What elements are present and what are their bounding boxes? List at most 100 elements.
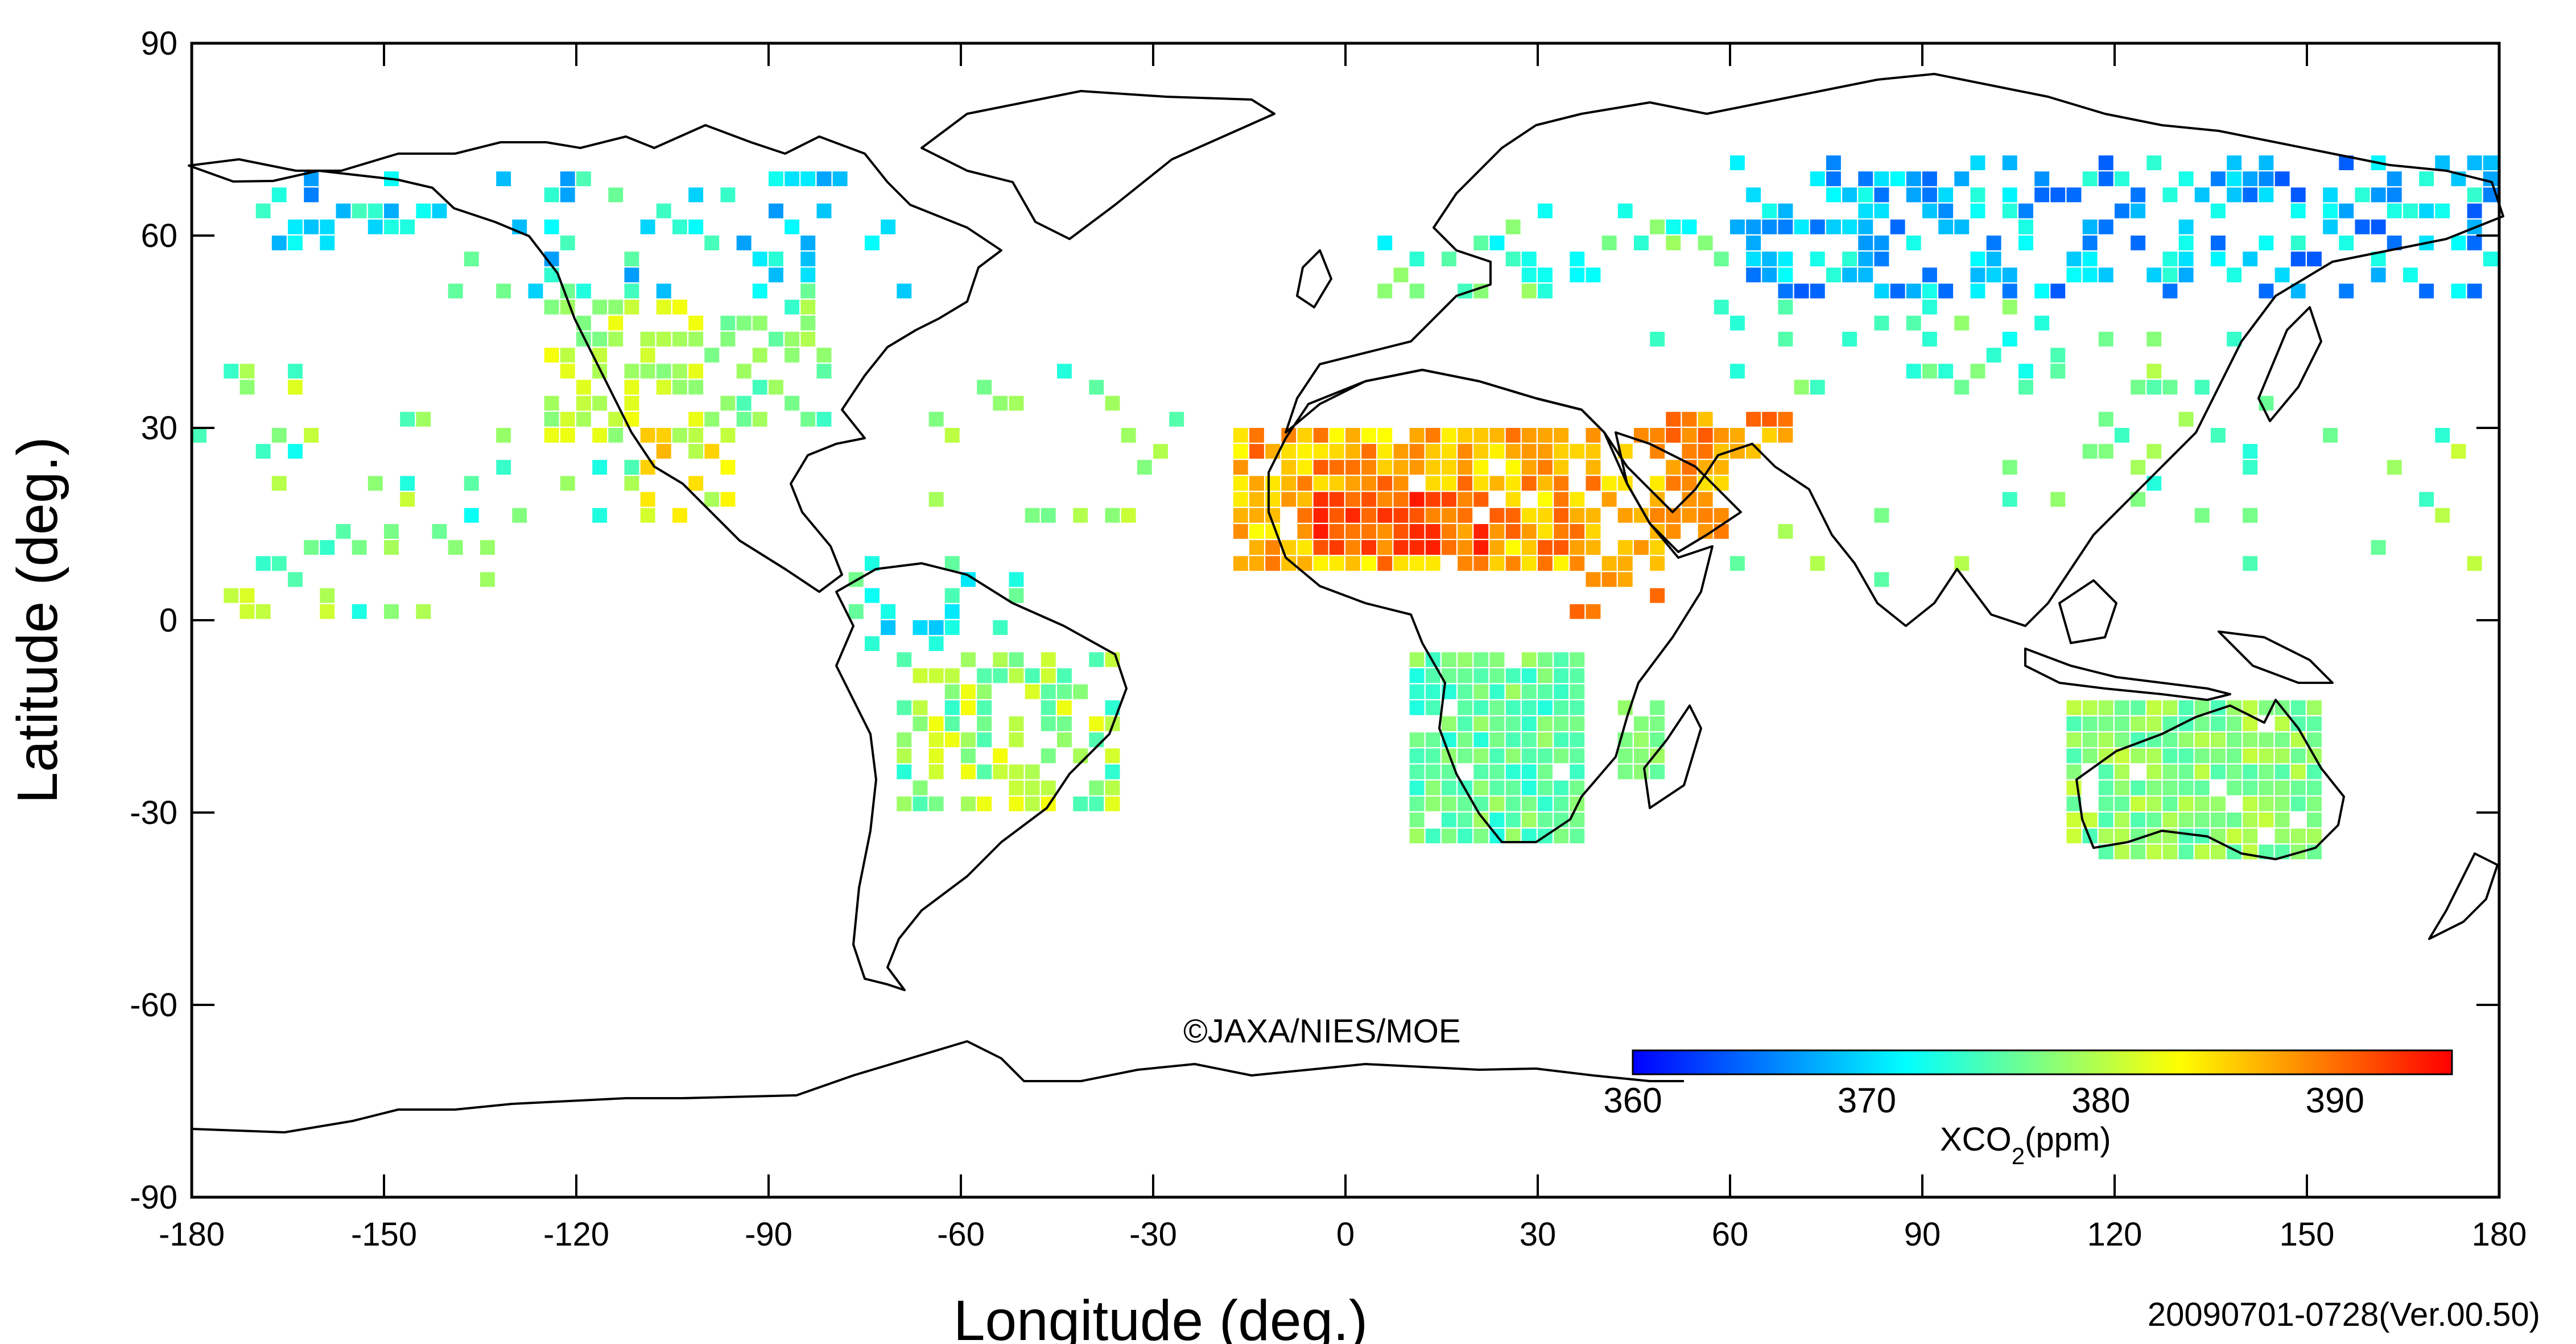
xco2-cell [2371,219,2386,234]
xco2-cell [2419,492,2434,507]
xco2-cell [2274,716,2290,731]
xco2-cell [2290,252,2306,267]
xco2-cell [1570,492,1585,507]
xco2-cell [2098,219,2113,234]
xco2-cell [752,380,767,395]
madagascar-coastline [1643,704,1702,809]
xco2-cell [1586,444,1601,459]
xco2-cell [1393,524,1409,539]
xco2-cell [2467,155,2482,171]
xco2-cell [1442,524,1456,539]
xco2-cell [2243,780,2258,795]
xco2-cell [977,732,992,748]
xco2-cell [1329,476,1344,491]
xco2-cell [1393,508,1409,523]
xco2-cell [2274,828,2290,844]
xco2-cell [304,540,319,555]
xco2-cell [1954,315,1970,331]
xco2-cell [2162,732,2178,748]
xco2-cell [1169,411,1184,427]
xco2-cell [2307,828,2322,844]
xco2-cell [2259,813,2274,827]
xco2-cell [1313,508,1328,523]
xco2-cell [1313,540,1328,555]
xco2-cell [1393,492,1409,507]
xco2-cell [720,492,736,507]
xco2-cell [1458,716,1473,731]
xco2-cell [977,796,992,811]
xco2-cell [1505,780,1521,795]
xco2-cell [1329,444,1344,459]
xco2-cell [1714,428,1729,443]
xco2-cell [1570,540,1585,555]
xco2-cell [736,364,752,379]
x-tick-label: -90 [745,1216,792,1253]
xco2-cell [2307,732,2322,748]
xco2-cell [944,604,960,619]
north-america-coastline [188,124,1002,593]
xco2-cell [1922,267,1937,283]
xco2-cell [560,364,575,379]
colorbar-title-unit: (ppm) [2025,1121,2111,1158]
xco2-cell [1249,444,1264,459]
xco2-cell [1073,684,1088,699]
xco2-cell [1986,252,2001,267]
xco2-cell [1442,444,1456,459]
xco2-cell [624,283,639,299]
xco2-cell [2211,236,2226,250]
xco2-cell [1409,732,1425,748]
xco2-cell [1089,796,1104,811]
xco2-cell [1505,540,1521,555]
xco2-cell [2227,155,2242,171]
xco2-cell [656,299,671,315]
xco2-cell [1041,652,1056,667]
xco2-cell [1570,748,1585,764]
xco2-cell [1874,171,1889,187]
xco2-cell [1682,428,1697,443]
xco2-cell [1458,700,1473,715]
xco2-cell [2098,332,2113,347]
xco2-cell [2146,716,2162,731]
x-axis-title: Longitude (deg.) [953,1289,1368,1344]
xco2-cell [544,428,559,443]
xco2-cell [368,219,383,234]
xco2-cell [1682,508,1697,523]
xco2-cell [2371,540,2386,555]
xco2-cell [2115,171,2129,187]
xco2-cell [1746,411,1761,427]
xco2-cell [1538,267,1553,283]
xco2-cell [560,411,575,427]
xco2-cell [720,460,736,475]
xco2-cell [2290,748,2306,764]
xco2-cell [1554,796,1569,811]
xco2-cell [2131,780,2146,795]
xco2-cell [2146,700,2162,715]
xco2-cell [1505,508,1521,523]
xco2-cell [1489,652,1505,667]
xco2-cell [1281,444,1297,459]
xco2-cell [1858,252,1873,267]
xco2-cell [2162,844,2178,860]
south-america-coastline [835,562,1128,991]
xco2-cell [1778,203,1793,218]
xco2-cell [2082,444,2098,459]
xco2-cell [1409,796,1425,811]
xco2-cell [1906,283,1921,299]
xco2-cell [1538,716,1553,731]
xco2-cell [2178,411,2194,427]
xco2-cell [1313,444,1328,459]
xco2-cell [1586,267,1601,283]
xco2-cell [384,219,399,234]
xco2-cell [720,395,736,411]
xco2-cell [1009,716,1024,731]
xco2-cell [2387,460,2402,475]
xco2-cell [1377,476,1393,491]
xco2-cell [1442,780,1456,795]
xco2-cell [1393,556,1409,571]
xco2-cell [1105,764,1120,780]
xco2-cell [1442,252,1456,267]
xco2-cell [944,668,960,683]
xco2-cell [1425,428,1440,443]
xco2-cell [1377,428,1393,443]
xco2-cell [1233,508,1248,523]
